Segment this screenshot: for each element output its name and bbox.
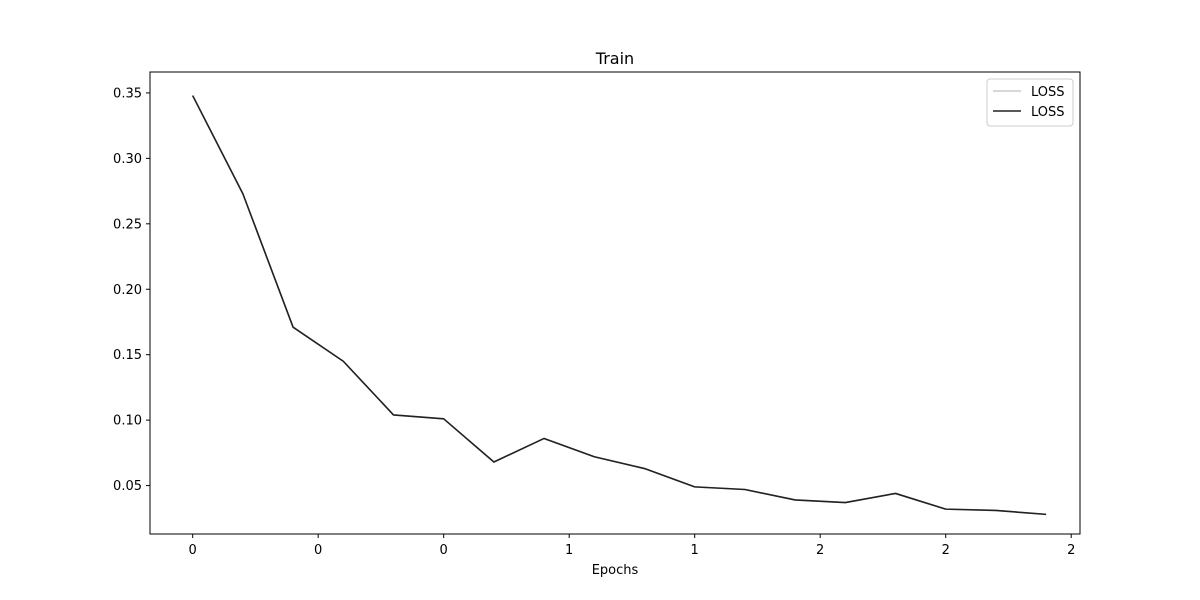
y-tick-label: 0.20 — [113, 283, 142, 298]
y-tick-label: 0.05 — [113, 479, 142, 494]
x-tick-label: 0 — [440, 543, 448, 558]
x-tick-label: 2 — [942, 543, 950, 558]
x-tick-label: 0 — [189, 543, 197, 558]
legend: LOSS LOSS — [986, 78, 1074, 127]
y-tick-label: 0.25 — [113, 217, 142, 232]
x-tick-label: 1 — [691, 543, 699, 558]
chart-title: Train — [595, 49, 634, 68]
legend-label-loss-light: LOSS — [1031, 85, 1065, 100]
x-tick-label: 1 — [565, 543, 573, 558]
plot-area: 0.05 0.10 0.15 0.20 0.25 0.30 0.35 0 0 0 1 1 2 2 2 — [113, 86, 1075, 558]
x-tick-label: 2 — [816, 543, 824, 558]
y-tick-label: 0.30 — [113, 152, 142, 167]
legend-label-loss-dark: LOSS — [1031, 105, 1065, 120]
x-tick-label: 2 — [1067, 543, 1075, 558]
plot-frame — [149, 71, 1081, 535]
x-tick-label: 0 — [314, 543, 322, 558]
series-line-1 — [191, 95, 1047, 516]
y-tick-label: 0.35 — [113, 86, 142, 101]
x-axis-label: Epochs — [592, 563, 639, 578]
y-tick-label: 0.10 — [113, 414, 142, 429]
y-tick-label: 0.15 — [113, 348, 142, 363]
